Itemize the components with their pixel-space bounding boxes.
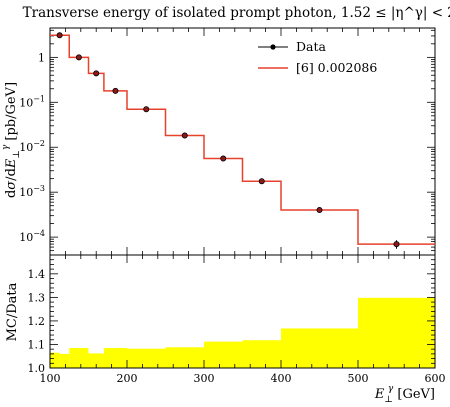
ratio-y-tick-label: 1.2	[28, 315, 46, 328]
x-tick-label: 400	[271, 372, 292, 385]
main-y-axis-ticks: 1 10−1 10−2 10−3 10−4	[19, 28, 436, 256]
x-tick-label: 500	[348, 372, 369, 385]
x-axis-label: E⊥γ [GeV]	[374, 384, 435, 405]
ratio-band-group	[50, 297, 435, 368]
main-y-tick-label: 10−1	[19, 94, 45, 109]
data-point	[56, 32, 63, 39]
main-y-tick-label: 10−2	[19, 139, 45, 154]
ratio-y-tick-label: 1.3	[28, 291, 46, 304]
legend: Data [6] 0.002086	[258, 39, 377, 75]
ratio-band-bin	[50, 352, 60, 368]
model-step-line	[50, 34, 435, 245]
ratio-band-bin	[358, 297, 435, 368]
ratio-band-bin	[69, 347, 89, 368]
ratio-band-bin	[281, 328, 358, 368]
x-tick-label: 200	[117, 372, 138, 385]
ratio-band-bin	[103, 347, 127, 368]
data-point	[181, 132, 188, 139]
ratio-y-tick-label: 1.1	[28, 338, 46, 351]
main-y-tick-label: 10−3	[19, 184, 45, 199]
main-y-tick-label: 1	[38, 51, 45, 64]
legend-data-marker	[270, 44, 276, 50]
main-y-tick-label: 10−4	[19, 229, 45, 244]
ratio-band-bin	[59, 353, 70, 368]
data-point	[393, 241, 400, 248]
x-tick-label: 100	[40, 372, 61, 385]
data-point	[75, 54, 82, 61]
data-point	[112, 87, 119, 94]
data-point	[143, 106, 150, 113]
main-plot-panel: 1 10−1 10−2 10−3 10−4 Data [6] 0.002086 dσ/dE…	[1, 27, 436, 256]
main-y-axis-label: dσ/dE⊥γ [pb/GeV]	[1, 82, 22, 198]
ratio-y-axis-ticks: 1.0 1.1 1.2 1.3 1.4	[28, 254, 435, 375]
ratio-band-bin	[127, 348, 166, 368]
ratio-band-bin	[165, 347, 204, 368]
legend-data-label: Data	[296, 39, 326, 54]
ratio-y-tick-label: 1.4	[28, 268, 46, 281]
ratio-plot-panel: 1.0 1.1 1.2 1.3 1.4 100 200 300 400 500 600 MC/Da…	[5, 254, 446, 405]
ratio-band-bin	[204, 341, 243, 368]
ratio-band-bin	[88, 353, 104, 368]
data-point	[93, 70, 100, 77]
ratio-x-axis-ticks: 100 200 300 400 500 600	[40, 255, 446, 385]
data-point	[258, 178, 265, 185]
ratio-y-axis-label: MC/Data	[5, 282, 20, 341]
main-series-group	[50, 32, 435, 249]
data-point	[220, 155, 227, 162]
x-tick-label: 600	[425, 372, 446, 385]
x-tick-label: 300	[194, 372, 215, 385]
chart-title: Transverse energy of isolated prompt pho…	[23, 5, 450, 21]
ratio-y-tick-label: 1.0	[28, 362, 46, 375]
legend-model-label: [6] 0.002086	[296, 60, 377, 75]
ratio-band-bin	[242, 340, 281, 368]
data-point	[316, 207, 323, 214]
